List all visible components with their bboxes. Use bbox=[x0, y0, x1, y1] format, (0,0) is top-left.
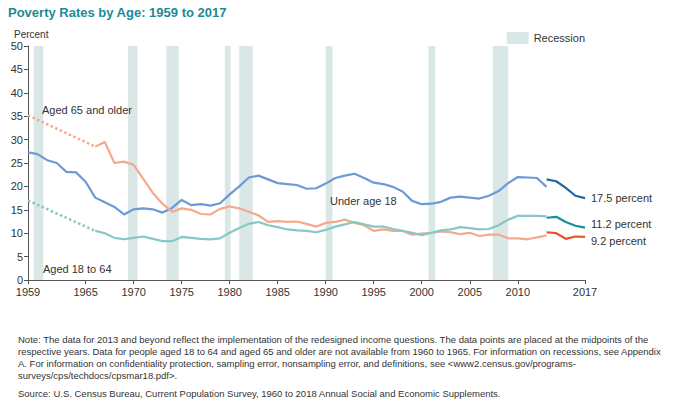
svg-text:Under age 18: Under age 18 bbox=[330, 195, 397, 207]
svg-text:1990: 1990 bbox=[313, 286, 337, 298]
svg-text:40: 40 bbox=[11, 87, 23, 99]
svg-text:11.2 percent: 11.2 percent bbox=[591, 218, 651, 230]
svg-text:1965: 1965 bbox=[73, 286, 97, 298]
svg-text:1985: 1985 bbox=[265, 286, 289, 298]
html-text:Source: U.S. Census Bureau, Cu: Source: U.S. Census Bureau, Current Popu… bbox=[18, 388, 501, 399]
svg-text:9.2 percent: 9.2 percent bbox=[591, 235, 646, 247]
svg-text:5: 5 bbox=[17, 251, 23, 263]
svg-text:20: 20 bbox=[11, 180, 23, 192]
svg-text:2000: 2000 bbox=[409, 286, 433, 298]
svg-text:1959: 1959 bbox=[16, 286, 40, 298]
html-text:Note: The data for 2013 and be: Note: The data for 2013 and beyond refle… bbox=[18, 334, 661, 381]
svg-text:10: 10 bbox=[11, 227, 23, 239]
svg-text:1970: 1970 bbox=[121, 286, 145, 298]
svg-text:1995: 1995 bbox=[361, 286, 385, 298]
svg-text:Aged 65 and older: Aged 65 and older bbox=[42, 104, 132, 116]
svg-text:Aged 18 to 64: Aged 18 to 64 bbox=[43, 263, 112, 275]
svg-text:45: 45 bbox=[11, 63, 23, 75]
svg-text:Percent: Percent bbox=[14, 29, 49, 40]
svg-text:30: 30 bbox=[11, 134, 23, 146]
svg-text:1975: 1975 bbox=[169, 286, 193, 298]
svg-text:Recession: Recession bbox=[534, 32, 585, 44]
svg-text:Poverty Rates by Age: 1959 to: Poverty Rates by Age: 1959 to 2017 bbox=[8, 5, 226, 20]
svg-text:2010: 2010 bbox=[506, 286, 530, 298]
svg-text:50: 50 bbox=[11, 40, 23, 52]
svg-text:2005: 2005 bbox=[458, 286, 482, 298]
svg-text:1980: 1980 bbox=[217, 286, 241, 298]
svg-text:25: 25 bbox=[11, 157, 23, 169]
svg-text:35: 35 bbox=[11, 110, 23, 122]
svg-text:0: 0 bbox=[17, 274, 23, 286]
svg-text:2017: 2017 bbox=[573, 286, 597, 298]
svg-text:17.5 percent: 17.5 percent bbox=[591, 192, 652, 204]
svg-text:15: 15 bbox=[11, 204, 23, 216]
